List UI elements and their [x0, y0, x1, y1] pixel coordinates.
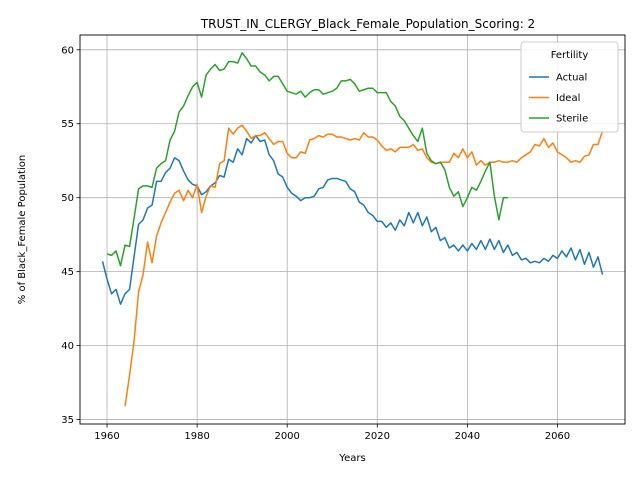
y-tick-label: 45	[61, 267, 74, 278]
series-line-ideal	[124, 124, 604, 407]
x-tick-label: 2000	[274, 431, 299, 442]
axis-ticks: 1960 1980 2000 2020 2040 2060 35 40 45 50 55 60	[61, 45, 570, 442]
chart-title: TRUST_IN_CLERGY_Black_Female_Population_…	[200, 17, 535, 31]
y-tick-label: 40	[61, 341, 74, 352]
y-tick-label: 35	[61, 415, 74, 426]
series-line-sterile	[106, 52, 508, 267]
plot-area-frame	[79, 34, 626, 425]
legend-label: Ideal	[556, 93, 580, 104]
x-tick-label: 2060	[545, 431, 570, 442]
y-tick-label: 55	[61, 119, 74, 130]
y-axis-title: % of Black_Female Population	[17, 155, 28, 304]
x-tick-label: 2040	[455, 431, 480, 442]
x-axis-title: Years	[338, 453, 365, 464]
series-line-actual	[101, 134, 604, 305]
legend-title: Fertility	[551, 50, 589, 61]
legend-label: Sterile	[556, 114, 588, 125]
x-tick-label: 1980	[184, 431, 209, 442]
x-tick-label: 2020	[365, 431, 390, 442]
series-lines	[101, 52, 604, 407]
legend-box	[520, 41, 619, 133]
x-tick-label: 1960	[94, 431, 119, 442]
legend-label: Actual	[556, 73, 587, 84]
y-tick-label: 50	[61, 193, 74, 204]
y-tick-label: 60	[61, 45, 74, 56]
legend: Fertility Actual Ideal Sterile	[520, 41, 619, 133]
